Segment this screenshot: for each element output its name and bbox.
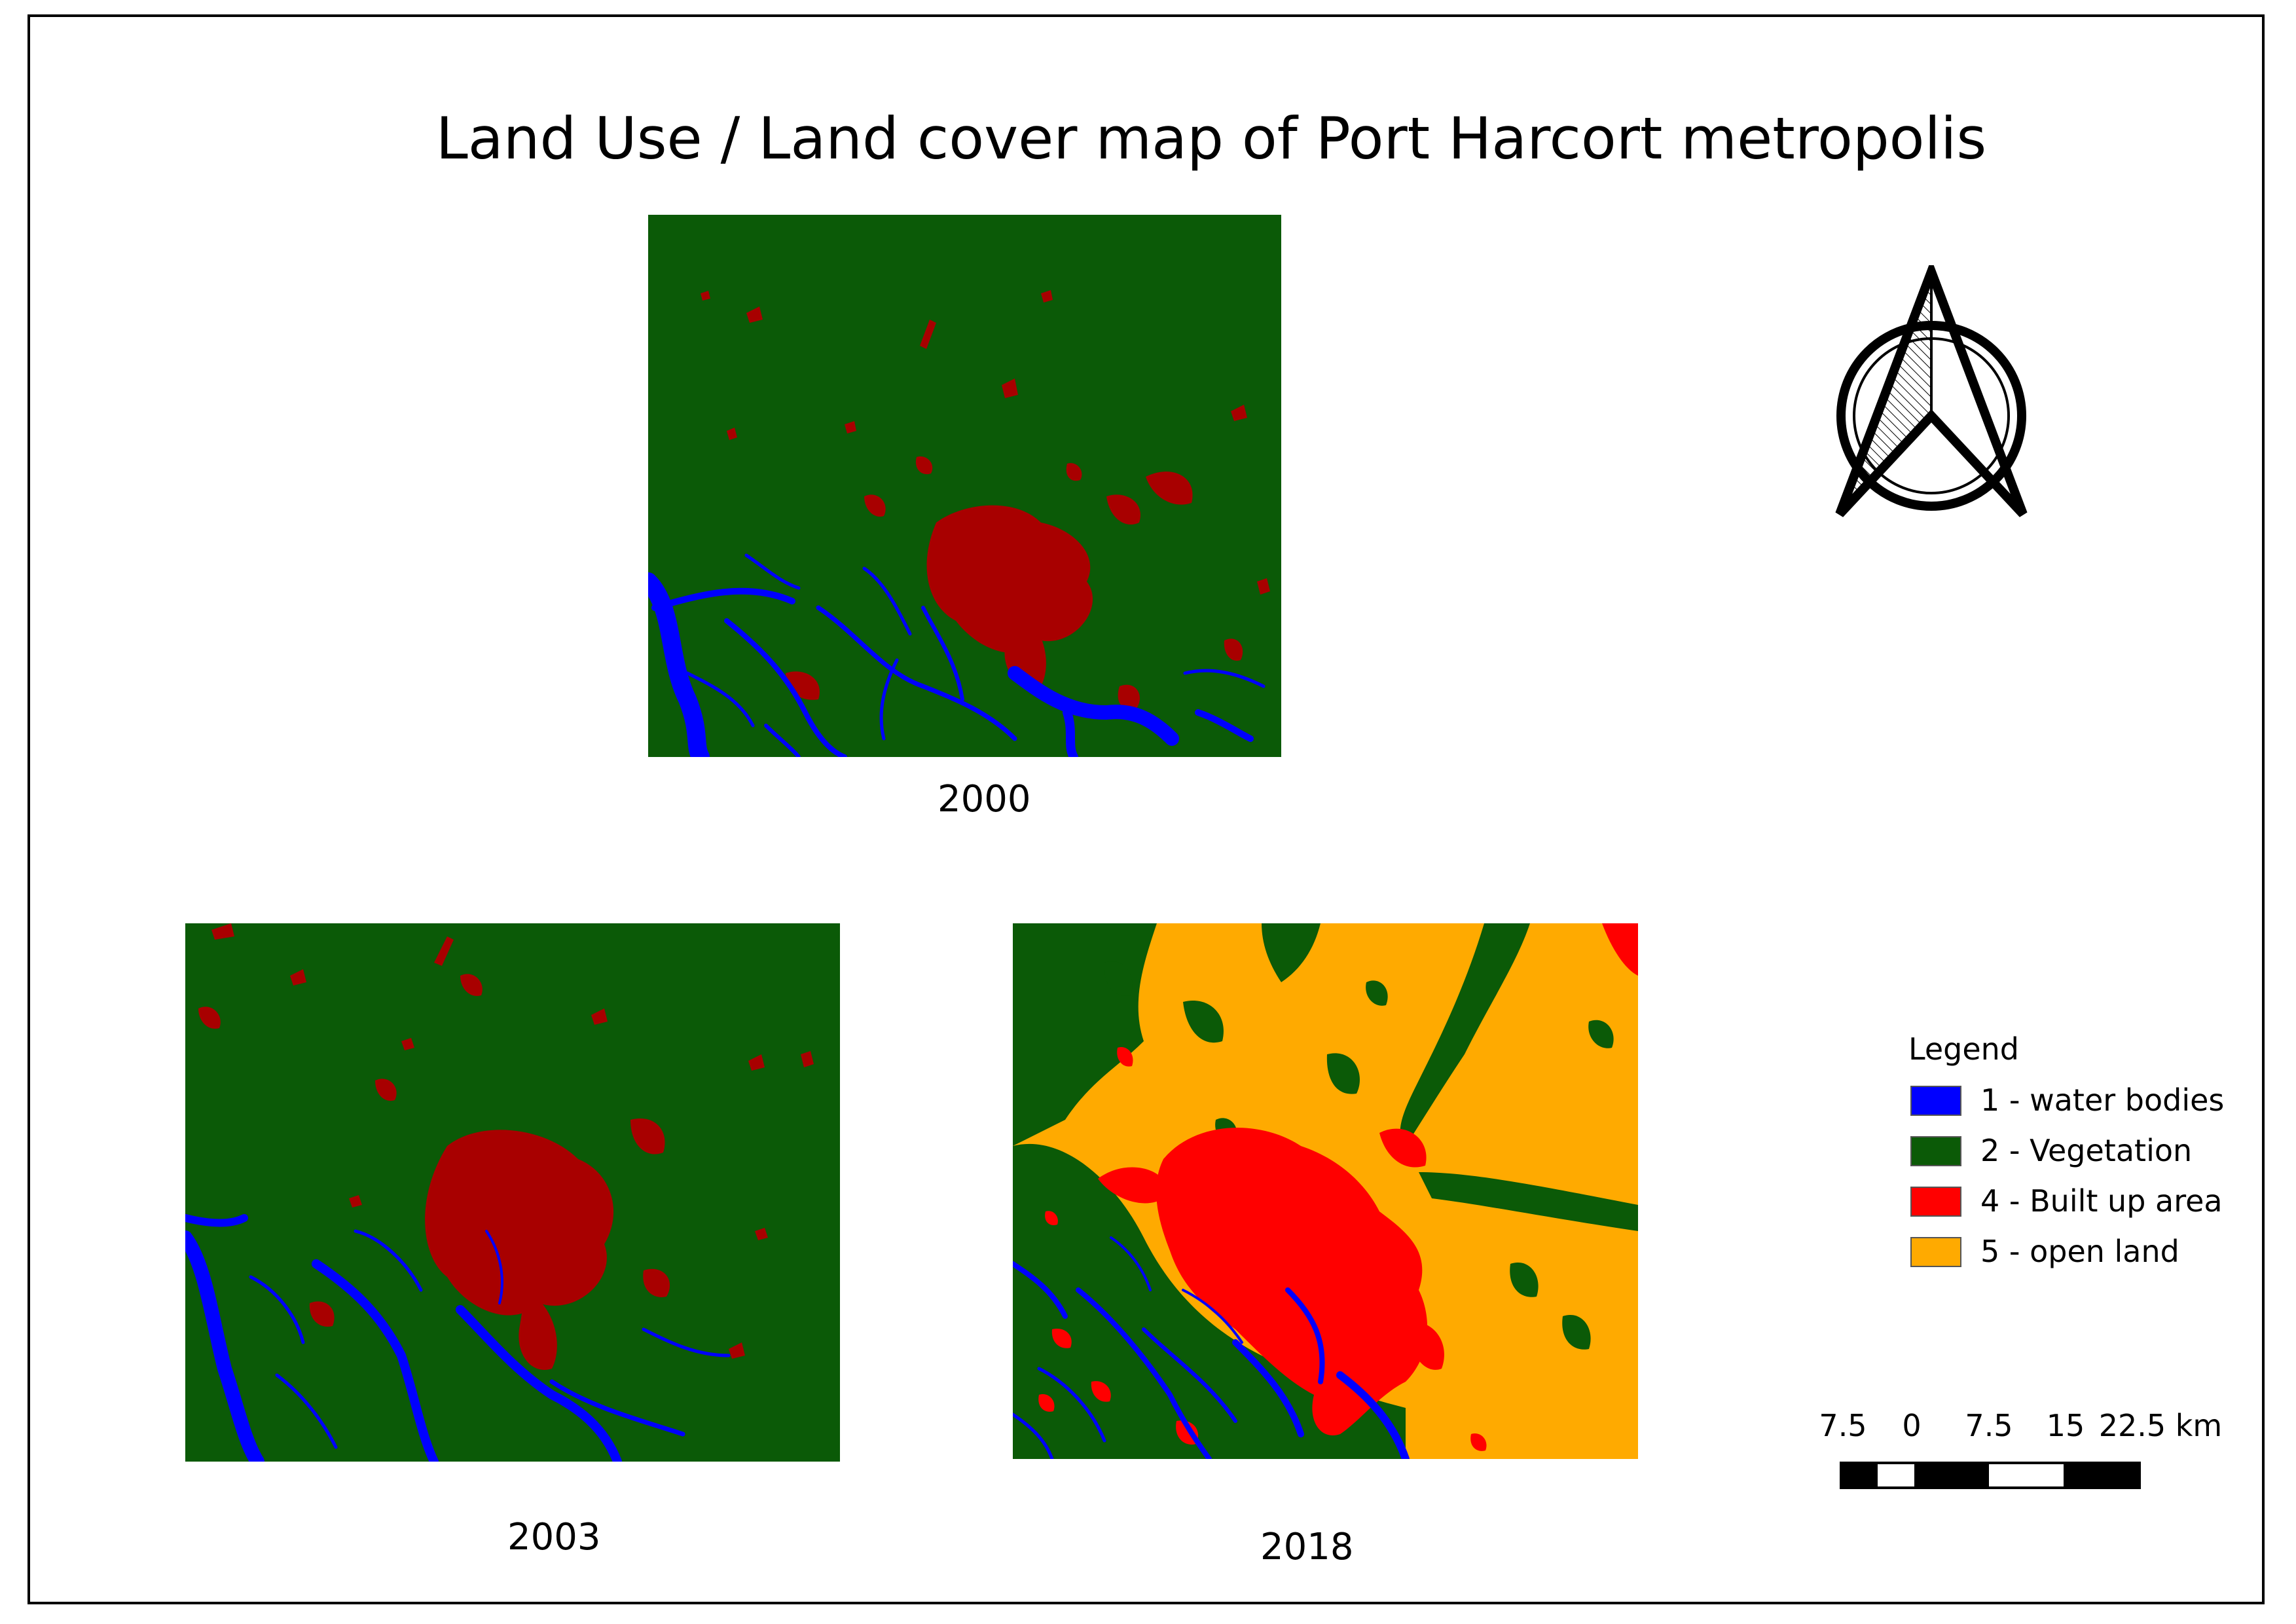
legend-item-openland: 5 - open land (1908, 1232, 2249, 1271)
legend-swatch-openland (1910, 1237, 1961, 1267)
legend-swatch-water (1910, 1086, 1961, 1116)
legend-item-builtup: 4 - Built up area (1908, 1181, 2249, 1221)
legend-item-vegetation: 2 - Vegetation (1908, 1131, 2249, 1170)
legend-title: Legend (1908, 1031, 2019, 1067)
lulc-map-2000 (648, 215, 1281, 757)
scale-label-0: 7.5 (1819, 1408, 1867, 1443)
map-title: Land Use / Land cover map of Port Harcor… (435, 105, 1987, 172)
lulc-map-2018 (1013, 923, 1638, 1459)
year-label-2003: 2003 (507, 1516, 601, 1559)
scale-bar-graphic (1840, 1462, 2141, 1489)
legend-label-builtup: 4 - Built up area (1980, 1183, 2223, 1219)
scale-bar: 7.5 0 7.5 15 22.5 km (1813, 1408, 2239, 1500)
year-label-2018: 2018 (1260, 1526, 1354, 1568)
legend-swatch-builtup (1910, 1187, 1961, 1217)
legend-label-vegetation: 2 - Vegetation (1980, 1133, 2193, 1168)
scale-label-1: 0 (1902, 1408, 1922, 1443)
north-arrow-icon (1835, 265, 2028, 517)
map-frame (27, 14, 2265, 1604)
legend-item-water: 1 - water bodies (1908, 1080, 2249, 1120)
legend-label-water: 1 - water bodies (1980, 1082, 2225, 1118)
scale-label-4: 22.5 km (2098, 1408, 2223, 1443)
legend-label-openland: 5 - open land (1980, 1234, 2179, 1269)
legend: Legend 1 - water bodies 2 - Vegetation 4… (1908, 1031, 2249, 1280)
scale-label-3: 15 (2046, 1408, 2085, 1443)
lulc-map-2003 (185, 923, 840, 1462)
legend-swatch-vegetation (1910, 1136, 1961, 1166)
scale-label-2: 7.5 (1965, 1408, 2013, 1443)
year-label-2000: 2000 (938, 778, 1031, 821)
